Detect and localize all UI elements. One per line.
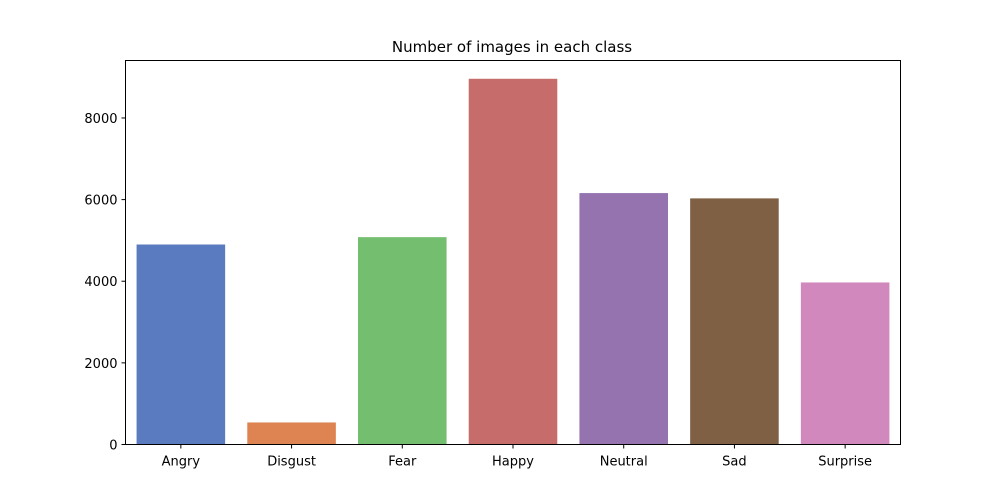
y-tick-label: 2000 bbox=[84, 357, 117, 372]
x-tick-label: Disgust bbox=[267, 455, 316, 470]
bar-fear bbox=[358, 237, 447, 445]
y-tick-label: 6000 bbox=[84, 194, 117, 209]
y-axis: 0 2000 4000 6000 8000 bbox=[84, 112, 126, 454]
plot-frame bbox=[125, 60, 901, 445]
x-tick-label: Surprise bbox=[818, 455, 872, 470]
x-axis: Angry Disgust Fear Happy Neutral Sad Surprise bbox=[162, 444, 872, 470]
y-tick-label: 8000 bbox=[84, 112, 117, 127]
x-tick-label: Fear bbox=[388, 455, 417, 470]
y-tick-label: 0 bbox=[109, 439, 117, 454]
y-tick-label: 4000 bbox=[84, 275, 117, 290]
bar-disgust bbox=[247, 422, 336, 445]
x-tick-label: Happy bbox=[492, 455, 534, 470]
bar-neutral bbox=[579, 193, 668, 445]
x-tick-label: Neutral bbox=[600, 455, 648, 470]
bar-surprise bbox=[800, 282, 890, 445]
x-tick-label: Sad bbox=[722, 455, 746, 470]
chart-title: Number of images in each class bbox=[392, 38, 632, 56]
bars-group bbox=[136, 78, 890, 445]
bar-happy bbox=[468, 78, 558, 445]
bar-angry bbox=[136, 244, 226, 445]
bar-sad bbox=[690, 198, 779, 445]
x-tick-label: Angry bbox=[162, 455, 201, 470]
